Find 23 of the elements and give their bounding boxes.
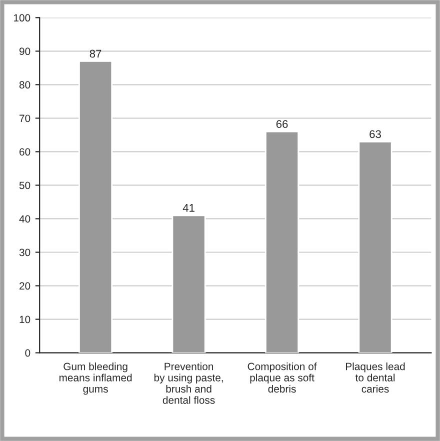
y-tick-label: 100 [14,14,30,22]
x-tick-label: Gum bleeding means inflamed gums [59,362,132,395]
x-tick-label: Composition of plaque as soft debris [248,362,317,393]
y-tick-label: 20 [20,282,30,290]
x-tick-label: Plaques lead to dental caries [346,362,405,393]
y-tick-label: 90 [19,48,30,56]
data-label: 87 [90,50,102,58]
y-tick-label: 50 [19,182,30,190]
x-tick-label: Prevention by using paste, brush and dental floss [154,362,223,404]
y-tick-label: 0 [25,349,30,357]
data-label: 66 [276,120,288,128]
bar [172,214,206,353]
y-tick-label: 60 [20,148,30,156]
y-tick-label: 10 [20,316,30,324]
bar [78,60,113,353]
data-label: 63 [370,130,381,138]
y-tick-label: 30 [19,248,30,256]
bar [358,140,392,353]
y-tick-label: 80 [19,81,30,89]
y-tick-label: 40 [19,215,30,223]
y-tick-label: 70 [20,114,30,122]
data-label: 41 [182,204,194,212]
bar [265,130,300,353]
